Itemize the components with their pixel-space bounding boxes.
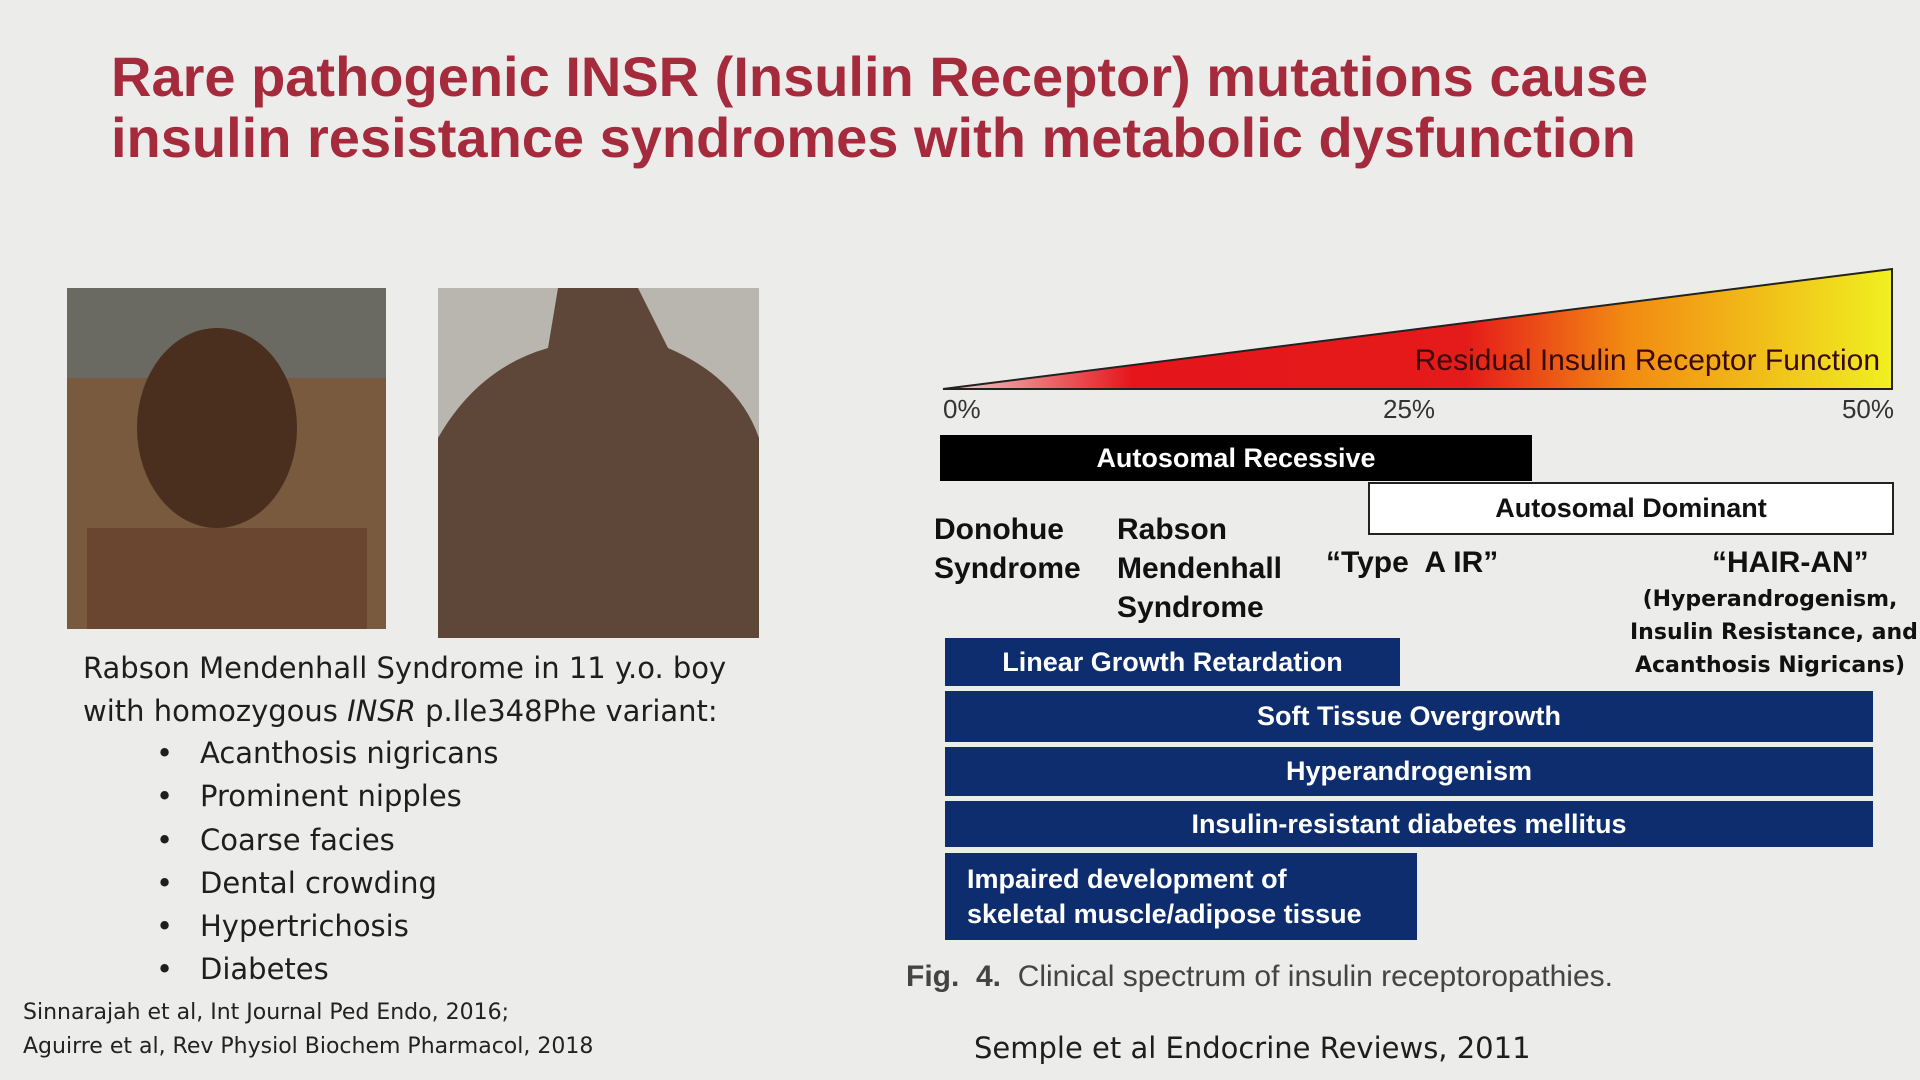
feature-bar: Hyperandrogenism	[945, 747, 1873, 796]
figure-label: Fig. 4.	[906, 960, 1002, 993]
gradient-triangle	[942, 267, 1893, 390]
bullet-item: Dental crowding	[200, 866, 437, 900]
syndrome-line: Donohue	[934, 513, 1064, 546]
syndrome-line: Syndrome	[1117, 591, 1264, 624]
patient-photo-face	[67, 288, 386, 629]
syndrome-line: Rabson	[1117, 513, 1228, 546]
detail-line: Insulin Resistance, and	[1630, 620, 1918, 645]
patient-photo-back	[438, 288, 759, 638]
bullet-item: Coarse facies	[200, 823, 395, 857]
scale-label: 0%	[943, 394, 981, 424]
feature-bar: Insulin-resistant diabetes mellitus	[945, 801, 1873, 847]
detail-line: (Hyperandrogenism,	[1642, 587, 1898, 612]
feature-bar: Impaired development of skeletal muscle/a…	[945, 853, 1417, 940]
syndrome-label: “Type A IR”	[1326, 546, 1499, 579]
inheritance-bar: Autosomal Recessive	[940, 435, 1532, 481]
reference: Sinnarajah et al, Int Journal Ped Endo, …	[23, 1000, 509, 1025]
bullet-dot: •	[156, 952, 174, 986]
scale-label: 50%	[1841, 394, 1894, 424]
title-line: insulin resistance syndromes with metabo…	[111, 106, 1636, 169]
bullet-dot: •	[156, 823, 174, 857]
feature-line: skeletal muscle/adipose tissue	[967, 898, 1362, 929]
case-caption: with homozygous INSR p.Ile348Phe variant…	[83, 697, 718, 726]
case-caption: Rabson Mendenhall Syndrome in 11 y.o. bo…	[83, 651, 727, 685]
reference: Aguirre et al, Rev Physiol Biochem Pharm…	[23, 1034, 594, 1059]
feature-bar: Linear Growth Retardation	[945, 638, 1400, 686]
figure-caption: Fig. 4. Clinical spectrum of insulin rec…	[906, 962, 1613, 992]
caption-text: with homozygous	[83, 694, 348, 728]
caption-text: p.Ile348Phe variant:	[415, 694, 718, 728]
bullet-item: Acanthosis nigricans	[200, 736, 499, 770]
feature-bar: Soft Tissue Overgrowth	[945, 691, 1873, 742]
syndrome-line: Syndrome	[934, 552, 1081, 585]
figure-caption-text: Clinical spectrum of insulin receptoropa…	[1017, 960, 1613, 993]
syndrome-label: Donohue Syndrome	[934, 510, 1081, 588]
feature-line: Impaired development of	[967, 863, 1287, 894]
figure-source: Semple et al Endocrine Reviews, 2011	[974, 1031, 1531, 1065]
bullet-dot: •	[156, 909, 174, 943]
inheritance-bar: Autosomal Dominant	[1368, 482, 1894, 535]
title-line: Rare pathogenic INSR (Insulin Receptor) …	[111, 45, 1649, 108]
syndrome-label: “HAIR-AN”	[1712, 546, 1869, 579]
detail-line: Acanthosis Nigricans)	[1634, 653, 1906, 678]
gradient-label: Residual Insulin Receptor Function	[1414, 344, 1880, 377]
bullet-item: Diabetes	[200, 952, 329, 986]
syndrome-label: Rabson Mendenhall Syndrome	[1117, 510, 1282, 627]
syndrome-line: Mendenhall	[1117, 552, 1283, 585]
caption-gene: INSR	[347, 694, 416, 728]
syndrome-detail: (Hyperandrogenism, Insulin Resistance, an…	[1630, 583, 1918, 682]
bullet-dot: •	[156, 866, 174, 900]
bullet-item: Prominent nipples	[200, 779, 462, 813]
bullet-item: Hypertrichosis	[200, 909, 409, 943]
bullet-dot: •	[156, 736, 174, 770]
scale-label: 25%	[1383, 394, 1436, 424]
bullet-dot: •	[156, 779, 174, 813]
